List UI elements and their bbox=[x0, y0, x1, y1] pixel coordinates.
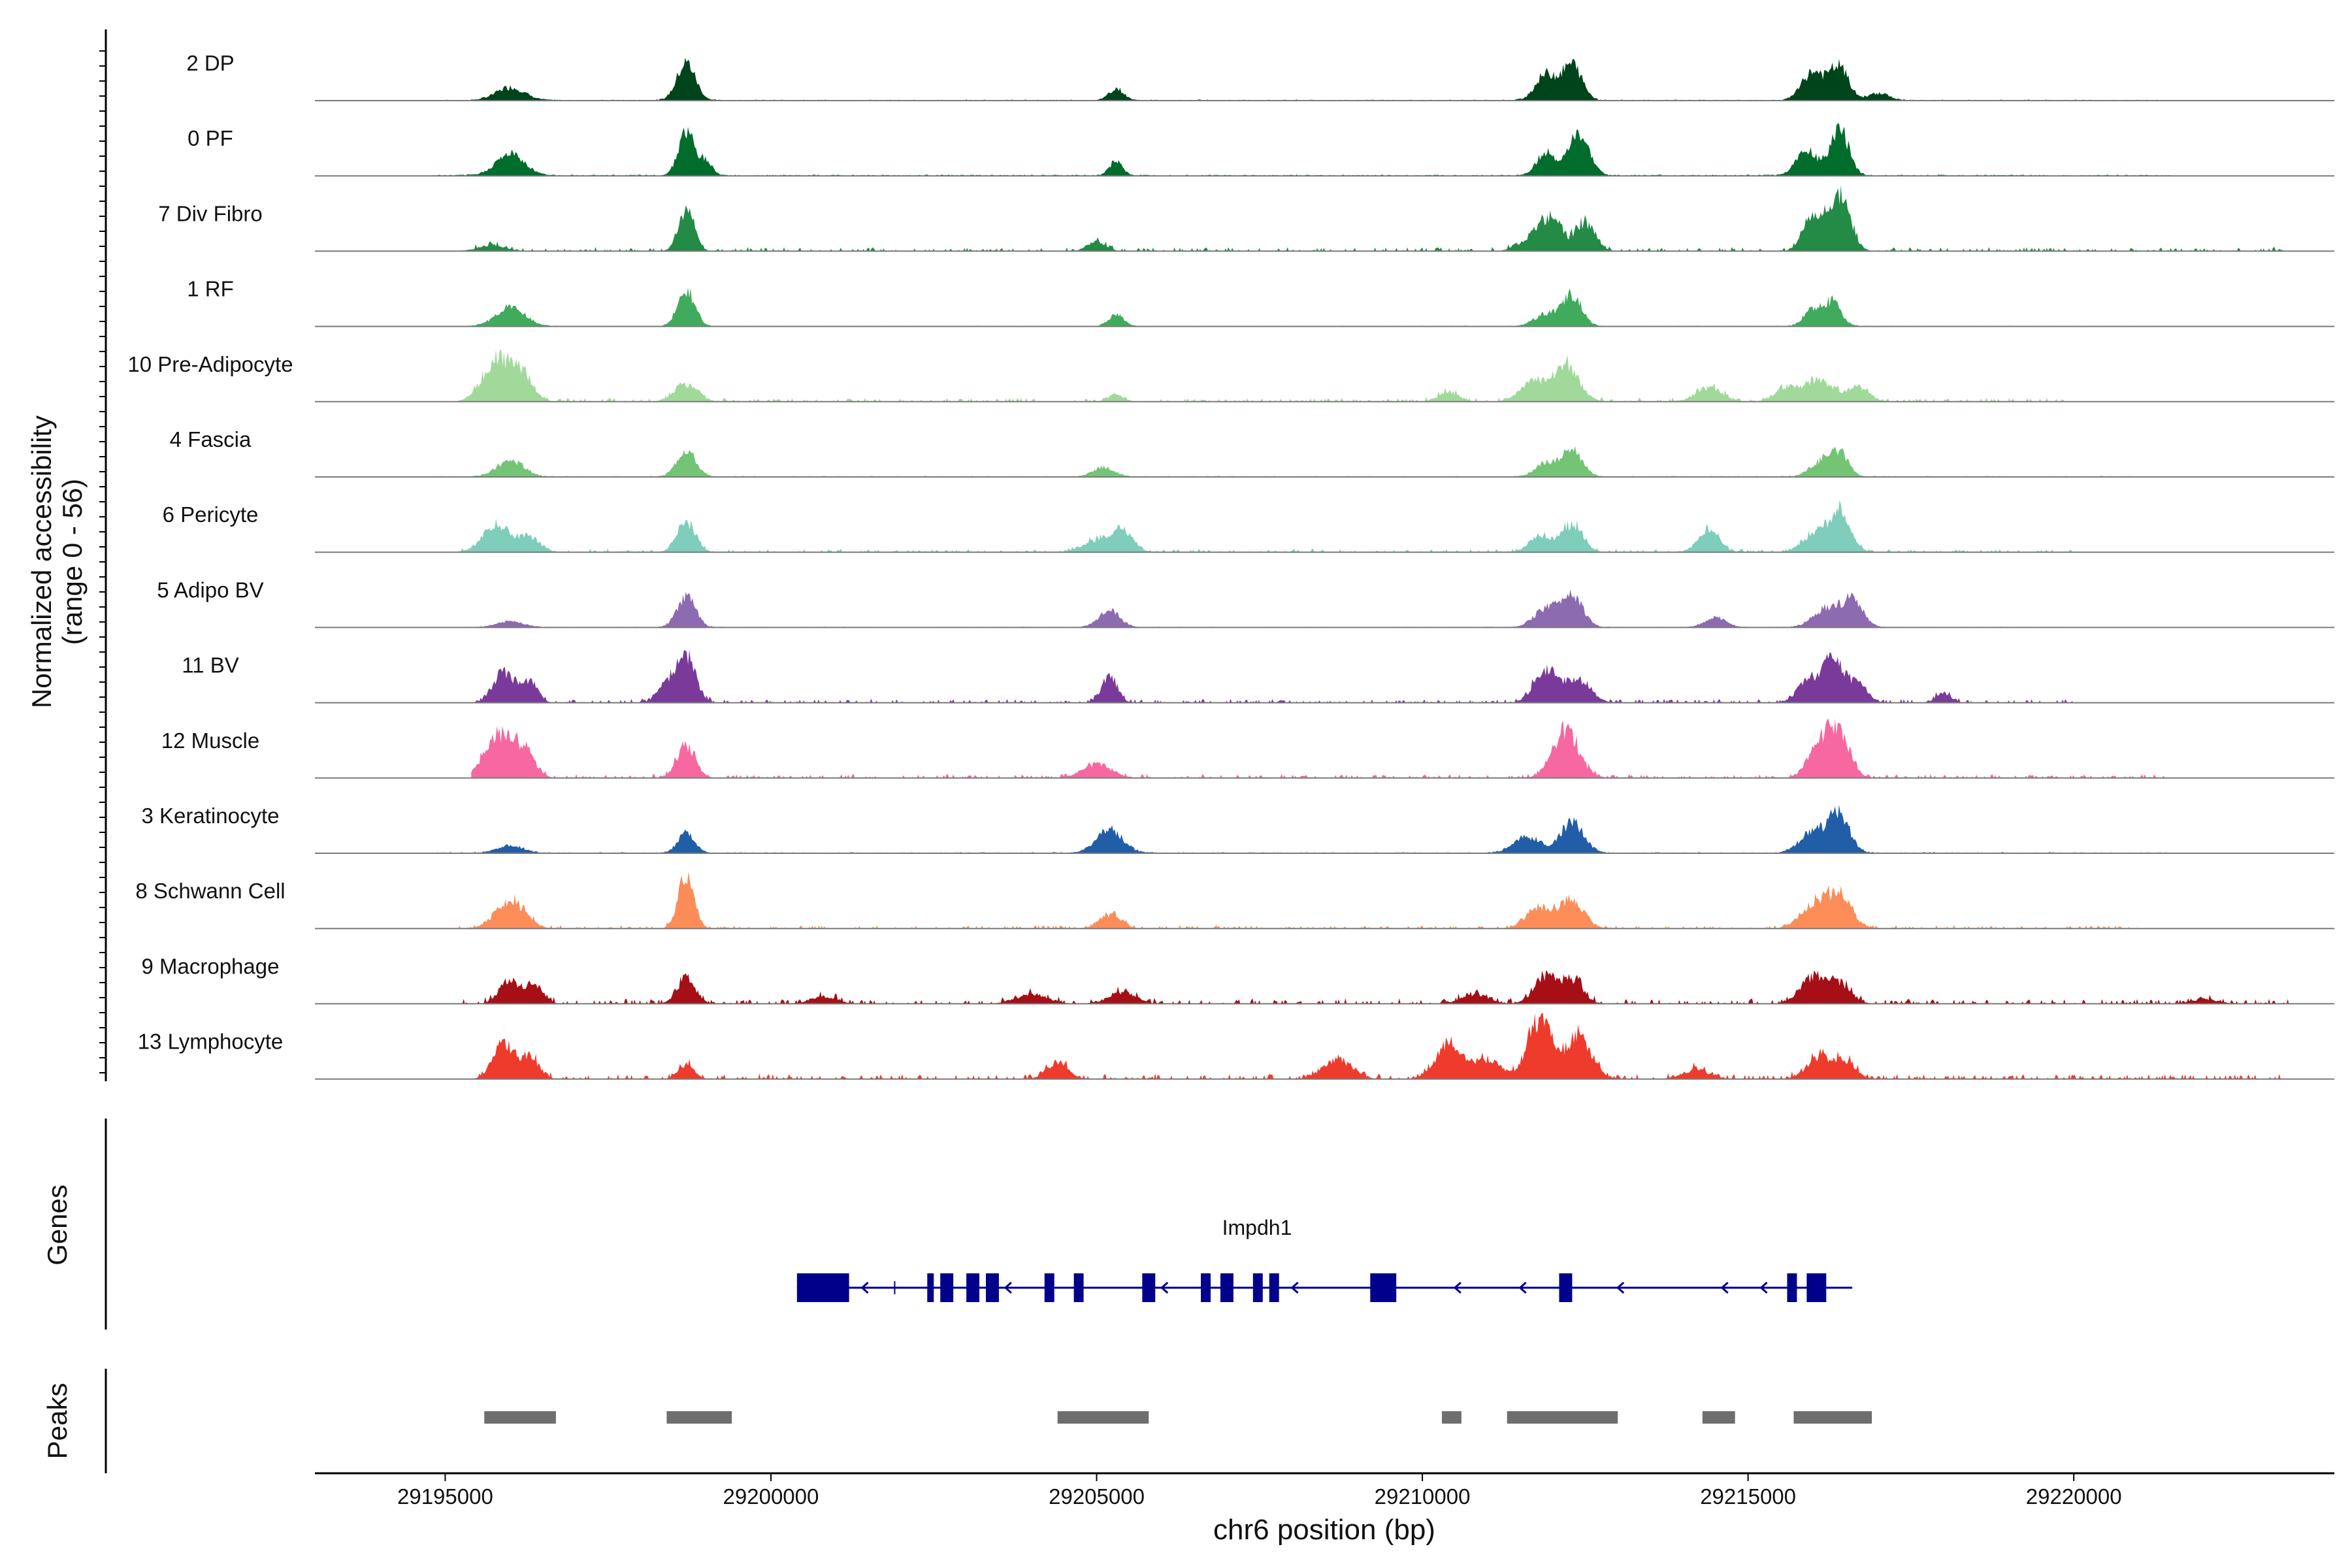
peak-region bbox=[666, 1411, 732, 1424]
coverage-area-1 bbox=[432, 57, 2172, 101]
x-tick-label: 29215000 bbox=[1700, 1484, 1796, 1509]
peak-region bbox=[1507, 1411, 1618, 1424]
gene-annotation: Impdh1 bbox=[796, 1216, 1853, 1302]
y-axis-title-line1: Normalized accessibility bbox=[26, 416, 57, 708]
coverage-area-3 bbox=[458, 185, 2289, 252]
coverage-area-7 bbox=[458, 500, 2074, 553]
gene-exon bbox=[927, 1273, 934, 1302]
x-tick-label: 29195000 bbox=[397, 1484, 493, 1509]
strand-arrow bbox=[1453, 1281, 1462, 1294]
coverage-tracks: 2 DP 0 PF 7 Div Fibro 1 RF 10 Pre-Adipocyte 4… bbox=[127, 51, 2334, 1080]
track-label: 12 Muscle bbox=[161, 728, 259, 753]
gene-exon bbox=[1787, 1273, 1797, 1302]
strand-arrow bbox=[1160, 1281, 1169, 1294]
gene-name-label: Impdh1 bbox=[1222, 1216, 1292, 1239]
peak-region bbox=[1441, 1411, 1462, 1424]
gene-exon bbox=[940, 1273, 954, 1302]
peak-region bbox=[1057, 1411, 1149, 1424]
y-axis-ticks bbox=[99, 50, 106, 1073]
genes-track-label: Genes bbox=[42, 1184, 73, 1266]
coverage-area-10 bbox=[471, 718, 2172, 778]
coverage-area-2 bbox=[432, 123, 2172, 176]
track-label: 10 Pre-Adipocyte bbox=[127, 352, 293, 376]
coverage-area-9 bbox=[471, 649, 2074, 703]
coverage-area-14 bbox=[471, 1013, 2289, 1079]
track-label: 2 DP bbox=[186, 51, 234, 75]
y-axis-title-line2: (range 0 - 56) bbox=[57, 479, 88, 645]
track-label: 1 RF bbox=[187, 277, 234, 301]
track-label: 11 BV bbox=[182, 653, 238, 678]
gene-exon bbox=[1073, 1273, 1084, 1302]
track-label: 6 Pericyte bbox=[163, 502, 259, 527]
gene-exon bbox=[1044, 1273, 1054, 1302]
gene-exon bbox=[1370, 1273, 1397, 1302]
track-label: 4 Fascia bbox=[170, 427, 252, 451]
x-tick-label: 29205000 bbox=[1049, 1484, 1145, 1509]
peak-region bbox=[484, 1411, 556, 1424]
gene-exon bbox=[966, 1273, 980, 1302]
strand-arrow bbox=[1518, 1281, 1527, 1294]
coverage-area-11 bbox=[432, 804, 2172, 853]
x-tick-label: 29210000 bbox=[1375, 1484, 1471, 1509]
track-label: 13 Lymphocyte bbox=[138, 1030, 284, 1054]
strand-arrow bbox=[1616, 1281, 1625, 1294]
strand-arrow bbox=[1004, 1281, 1012, 1294]
track-label: 7 Div Fibro bbox=[158, 201, 263, 225]
peaks-track-label: Peaks bbox=[42, 1383, 73, 1460]
track-label: 0 PF bbox=[188, 126, 233, 150]
coverage-area-8 bbox=[458, 589, 2074, 628]
track-label: 3 Keratinocyte bbox=[142, 804, 280, 828]
gene-exon bbox=[1252, 1273, 1263, 1302]
peak-region bbox=[1702, 1411, 1735, 1424]
gene-exon bbox=[1201, 1273, 1211, 1302]
gene-exon bbox=[1269, 1273, 1279, 1302]
strand-arrow bbox=[1290, 1281, 1299, 1294]
strand-arrow bbox=[1720, 1281, 1729, 1294]
track-label: 9 Macrophage bbox=[142, 954, 280, 978]
x-axis-ticks: 29195000 29200000 29205000 29210000 29215000… bbox=[397, 1473, 2122, 1509]
peak-region bbox=[1793, 1411, 1872, 1424]
x-tick-label: 29220000 bbox=[2026, 1484, 2122, 1509]
x-axis-title: chr6 position (bp) bbox=[1213, 1514, 1435, 1546]
coverage-area-4 bbox=[432, 287, 2172, 327]
strand-arrow bbox=[860, 1281, 869, 1294]
track-label: 5 Adipo BV bbox=[157, 578, 263, 602]
coverage-area-5 bbox=[458, 348, 2074, 402]
coverage-area-6 bbox=[432, 446, 2139, 477]
gene-exon bbox=[796, 1273, 849, 1302]
gene-exon bbox=[1142, 1273, 1156, 1302]
x-tick-label: 29200000 bbox=[723, 1484, 819, 1509]
gene-exon bbox=[1806, 1273, 1827, 1302]
peak-regions bbox=[484, 1411, 1872, 1424]
gene-exon bbox=[986, 1273, 999, 1302]
gene-exon bbox=[1220, 1273, 1233, 1302]
strand-arrow bbox=[1759, 1281, 1768, 1294]
coverage-area-13 bbox=[458, 970, 2289, 1004]
coverage-area-12 bbox=[458, 871, 2139, 929]
track-label: 8 Schwann Cell bbox=[135, 879, 285, 903]
gene-exon bbox=[1559, 1273, 1573, 1302]
